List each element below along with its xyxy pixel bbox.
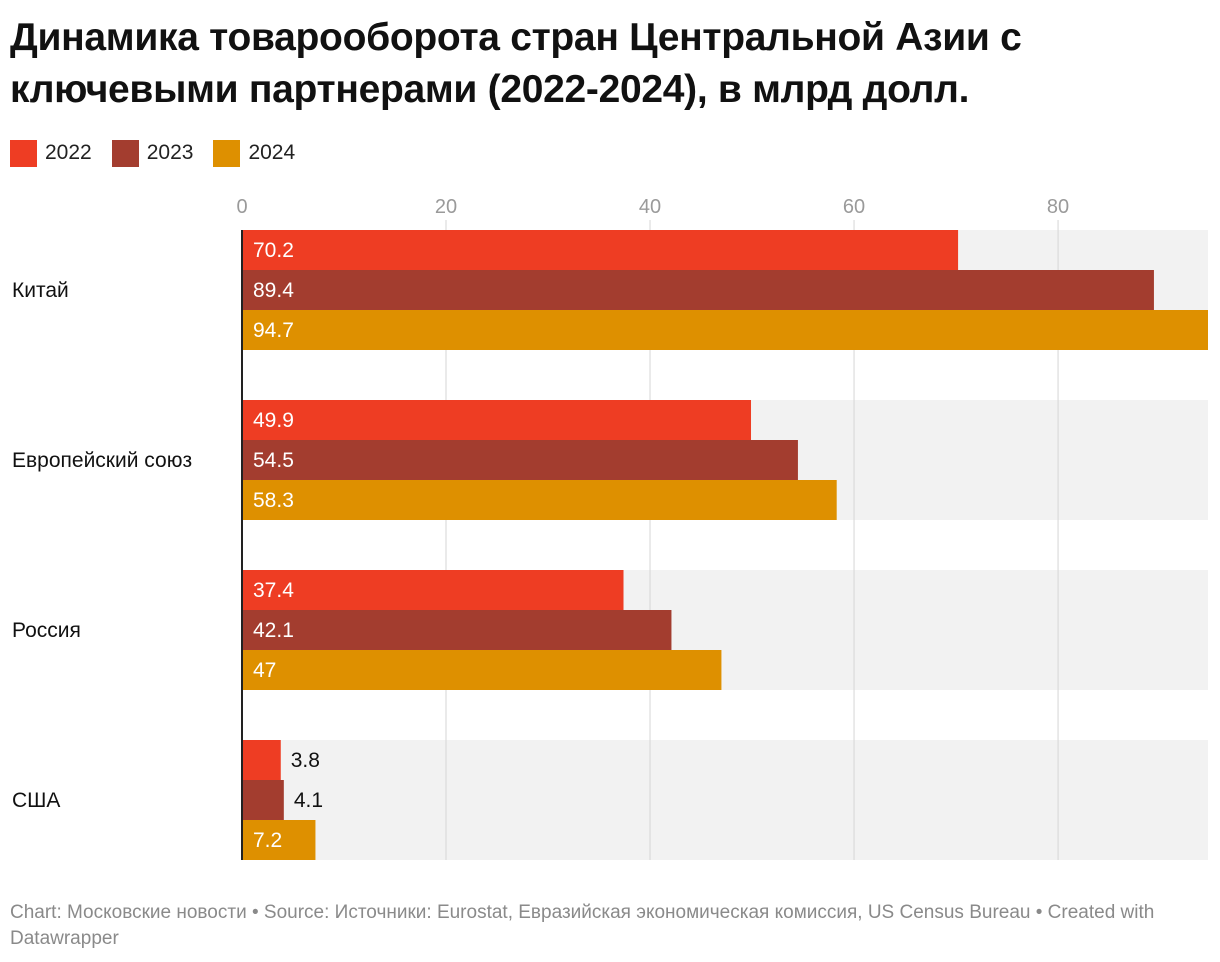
- legend-swatch-2024: [213, 139, 241, 167]
- value-label: 7.2: [253, 829, 282, 852]
- value-label: 37.4: [253, 579, 294, 602]
- legend-label-2022: 2022: [45, 141, 92, 164]
- value-label: 49.9: [253, 409, 294, 432]
- legend: 2022 2023 2024: [10, 138, 315, 168]
- value-label: 89.4: [253, 279, 294, 302]
- legend-swatch-2022: [10, 139, 37, 167]
- legend-item-2022: 2022: [10, 139, 92, 167]
- value-label: 94.7: [253, 319, 294, 342]
- bar-2023-4: [242, 780, 284, 820]
- category-label-4: США: [12, 789, 60, 812]
- category-label-1: Китай: [12, 279, 69, 302]
- value-label: 54.5: [253, 449, 294, 472]
- value-label: 47: [253, 659, 276, 682]
- legend-item-2023: 2023: [111, 139, 194, 167]
- bar-2024-1: [242, 310, 1208, 350]
- x-tick-label: 0: [236, 196, 247, 218]
- bar-2022-3: [242, 570, 624, 610]
- value-label: 58.3: [253, 489, 294, 512]
- chart-title: Динамика товарооборота стран Центральной…: [10, 16, 1022, 111]
- bar-2024-4: [242, 820, 316, 860]
- source-note: Chart: Московские новости • Source: Исто…: [10, 902, 1155, 949]
- bar-2022-1: [242, 230, 959, 270]
- x-tick-label: 40: [639, 196, 661, 218]
- legend-swatch-2023: [111, 139, 139, 167]
- bar-chart: 0 20 40 60 80 Китай 70.2 89.4 94.7 Европейский со…: [12, 196, 1208, 860]
- bar-2024-3: [242, 650, 722, 690]
- bar-2022-4: [242, 740, 281, 780]
- value-label: 42.1: [253, 619, 294, 642]
- group-band: [242, 740, 1208, 860]
- legend-label-2024: 2024: [248, 141, 296, 164]
- value-label: 4.1: [294, 789, 323, 812]
- legend-item-2024: 2024: [213, 139, 296, 167]
- bar-2022-2: [242, 400, 752, 440]
- category-label-2: Европейский союз: [12, 449, 192, 472]
- value-label: 3.8: [291, 749, 320, 772]
- legend-label-2023: 2023: [146, 141, 194, 164]
- category-label-3: Россия: [12, 619, 81, 642]
- bar-2023-2: [242, 440, 798, 480]
- bar-2024-2: [242, 480, 837, 520]
- bar-2023-3: [242, 610, 672, 650]
- x-tick-label: 80: [1047, 196, 1069, 218]
- x-tick-label: 60: [843, 196, 865, 218]
- value-label: 70.2: [253, 239, 294, 262]
- x-tick-label: 20: [435, 196, 457, 218]
- bar-2023-1: [242, 270, 1154, 310]
